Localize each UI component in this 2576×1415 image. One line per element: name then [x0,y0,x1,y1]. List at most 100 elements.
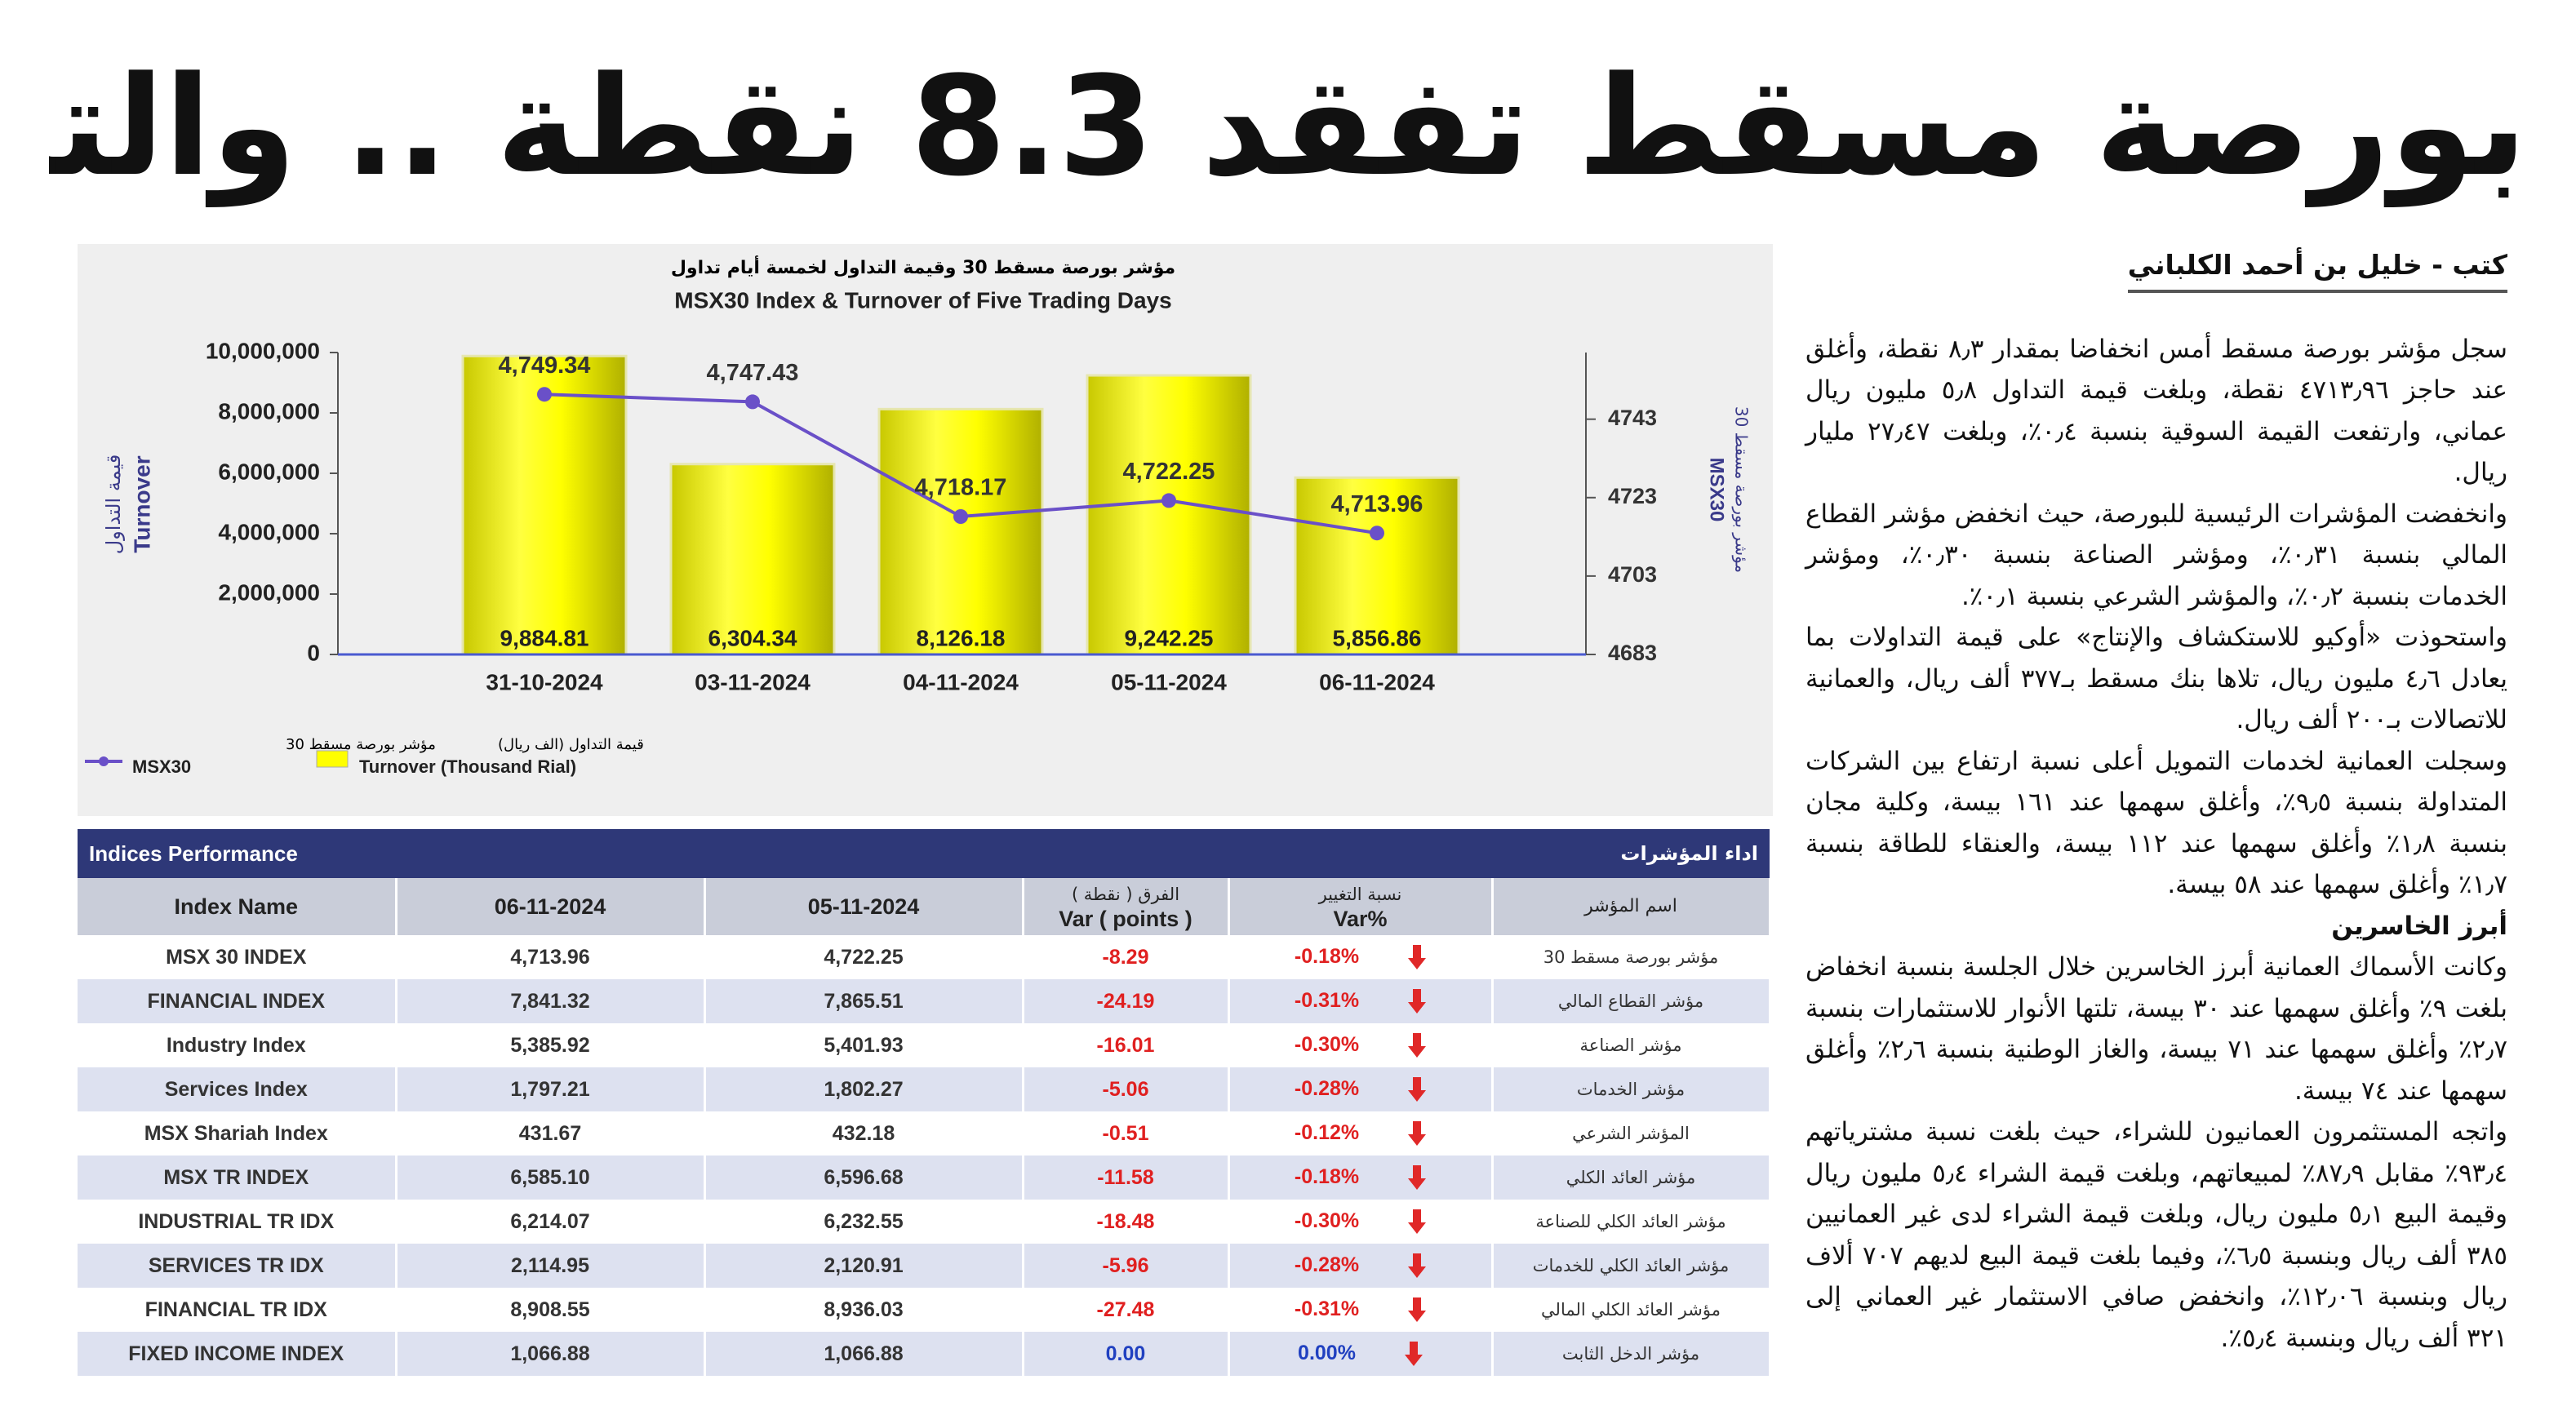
table-cell: مؤشر العائد الكلي للصناعة [1492,1200,1771,1244]
cell-text: -5.06 [1102,1077,1149,1101]
cell-text: مؤشر الخدمات [1576,1080,1686,1099]
cell-text: 6,596.68 [824,1165,904,1189]
cell-text: -0.51 [1102,1121,1149,1145]
cell-text: مؤشر العائد الكلي للخدمات [1532,1256,1730,1275]
cell-text: -11.58 [1097,1165,1154,1189]
table-cell: -0.18% [1228,1156,1494,1200]
table-cell: -0.30% [1228,1200,1494,1244]
cell-text: -0.12% [1294,1120,1360,1144]
cell-text: 1,802.27 [824,1077,904,1101]
legend-label: MSX30 [132,756,191,777]
table-title-bar: Indices Performance اداء المؤشرات [78,829,1770,878]
cell-text: -0.28% [1294,1076,1360,1100]
byline: كتب - خليل بن أحمد الكلباني [2127,245,2507,293]
table-cell: Industry Index [78,1023,398,1067]
table-row: FINANCIAL TR IDX 8,908.55 8,936.03 -27.48 -0… [78,1288,1771,1332]
cell-text: مؤشر العائد الكلي للصناعة [1535,1212,1726,1231]
line-point [1370,526,1384,541]
table-cell: -0.28% [1228,1244,1494,1288]
cell-text: -0.28% [1294,1253,1360,1276]
table-cell: مؤشر الخدمات [1492,1067,1771,1111]
table-cell: MSX 30 INDEX [78,935,398,979]
legend-label-ar: قيمة التداول (الف ريال) [498,736,644,753]
cell-text: مؤشر بورصة مسقط 30 [1543,947,1719,967]
table-row: FIXED INCOME INDEX 1,066.88 1,066.88 0.00 0.… [78,1332,1771,1376]
table-row: MSX 30 INDEX 4,713.96 4,722.25 -8.29 -0.18% م… [78,935,1771,979]
table-cell: 8,936.03 [704,1288,1024,1332]
table-cell: -0.28% [1228,1067,1494,1111]
table-cell: 432.18 [704,1111,1024,1156]
table-row: SERVICES TR IDX 2,114.95 2,120.91 -5.96 -0.2… [78,1244,1771,1288]
table-cell: MSX Shariah Index [78,1111,398,1156]
cell-text: 4,722.25 [824,945,904,969]
table-cell: -27.48 [1023,1288,1230,1332]
column-header-ar: الفرق ( نقطة ) [1071,885,1180,904]
y2-tick-label: 4743 [1608,406,1657,430]
bar [877,407,1044,656]
table-cell: -18.48 [1023,1200,1230,1244]
point-value-label: 4,749.34 [499,353,591,379]
y-tick-label: 4,000,000 [218,519,320,544]
bar [461,354,628,656]
table-body: MSX 30 INDEX 4,713.96 4,722.25 -8.29 -0.18% م… [78,935,1771,1376]
cell-text: 431.67 [518,1121,582,1145]
table-cell: 5,401.93 [704,1023,1024,1067]
cell-text: FIXED INCOME INDEX [128,1342,344,1365]
down-arrow-icon [1408,1077,1427,1102]
cell-text: 4,713.96 [510,945,590,969]
down-arrow-icon [1408,945,1427,970]
x-tick-label: 06-11-2024 [1319,669,1435,694]
chart-title-ar: مؤشر بورصة مسقط 30 وقيمة التداول لخمسة أ… [671,255,1175,278]
table-cell: مؤشر بورصة مسقط 30 [1492,935,1771,979]
cell-text: -0.30% [1294,1032,1360,1056]
table-row: MSX Shariah Index 431.67 432.18 -0.51 -0.12%… [78,1111,1771,1156]
column-header-ar: نسبة التغيير [1318,885,1402,904]
point-value-label: 4,718.17 [915,475,1007,501]
table-cell: 1,066.88 [704,1332,1024,1376]
cell-text: -18.48 [1096,1209,1155,1233]
x-tick-label: 04-11-2024 [903,669,1019,694]
cell-text: SERVICES TR IDX [148,1253,324,1277]
table-cell: المؤشر الشرعي [1492,1111,1771,1156]
table-cell: -11.58 [1023,1156,1230,1200]
table-row: FINANCIAL INDEX 7,841.32 7,865.51 -24.19 -0.… [78,979,1771,1023]
cell-text: مؤشر العائد الكلي المالي [1541,1300,1721,1320]
column-header: اسم المؤشر [1492,878,1771,935]
y-tick-label: 6,000,000 [218,459,320,484]
table-cell: 6,596.68 [704,1156,1024,1200]
cell-text: -16.01 [1096,1033,1155,1057]
cell-text: 7,865.51 [824,989,904,1013]
cell-text: 1,066.88 [510,1342,590,1365]
cell-text: -8.29 [1102,945,1149,969]
line-point [1161,493,1176,508]
table-cell: مؤشر العائد الكلي [1492,1156,1771,1200]
cell-text: 0.00% [1298,1341,1356,1364]
table-cell: 431.67 [396,1111,706,1156]
table-cell: -16.01 [1023,1023,1230,1067]
chart: مؤشر بورصة مسقط 30 وقيمة التداول لخمسة أ… [78,244,1773,816]
bar-value-label: 8,126.18 [917,625,1006,650]
down-arrow-icon [1408,1209,1427,1235]
down-arrow-icon [1408,1121,1427,1147]
headline: بورصة مسقط تفقد 8.3 نقطة .. والتداول 5.8… [49,47,2527,206]
cell-text: MSX Shariah Index [144,1121,328,1145]
column-header-en: Var% [1333,907,1388,931]
table-cell: 1,802.27 [704,1067,1024,1111]
table-cell: -0.12% [1228,1111,1494,1156]
point-value-label: 4,722.25 [1123,459,1215,485]
header-row: Index Name 06-11-2024 05-11-2024 الفرق (… [78,878,1771,935]
table-row: INDUSTRIAL TR IDX 6,214.07 6,232.55 -18.48 -… [78,1200,1771,1244]
line-point [745,394,760,410]
y-tick-label: 0 [307,640,320,665]
y-axis-title-ar: قيمة التداول [102,455,125,555]
cell-text: FINANCIAL TR IDX [144,1297,327,1321]
table-cell: 6,232.55 [704,1200,1024,1244]
cell-text: 8,908.55 [510,1297,590,1321]
cell-text: 2,114.95 [511,1253,589,1277]
table-cell: 1,797.21 [396,1067,706,1111]
y2-axis-title: MSX30 [1706,458,1728,522]
x-tick-label: 05-11-2024 [1111,669,1227,694]
paragraph: وكانت الأسماك العمانية أبرز الخاسرين خلا… [1805,952,2507,1106]
y-tick-label: 8,000,000 [218,398,320,424]
table-cell: Services Index [78,1067,398,1111]
